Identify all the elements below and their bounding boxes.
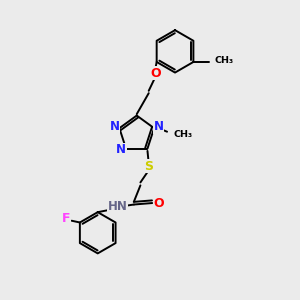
Text: O: O xyxy=(153,196,164,209)
Text: F: F xyxy=(62,212,70,225)
Text: CH₃: CH₃ xyxy=(214,56,234,65)
Text: N: N xyxy=(110,121,120,134)
Text: CH₃: CH₃ xyxy=(174,130,193,139)
Text: O: O xyxy=(150,67,160,80)
Text: N: N xyxy=(116,143,126,156)
Text: HN: HN xyxy=(108,200,128,213)
Text: N: N xyxy=(154,120,164,133)
Text: S: S xyxy=(144,160,153,173)
